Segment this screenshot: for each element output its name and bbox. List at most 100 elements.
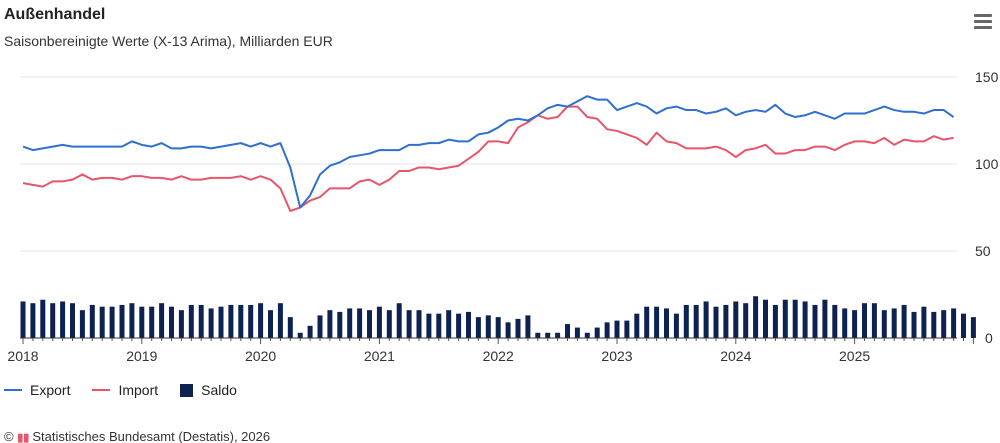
chart-plot: 0 50 100 150 2018 2019 2020 2021 2022 2023 2024 202… [7, 69, 999, 364]
saldo-bar [30, 303, 36, 338]
saldo-bar [178, 310, 184, 338]
saldo-bar [139, 306, 145, 338]
saldo-bar [376, 306, 382, 338]
saldo-bar [109, 306, 115, 338]
x-tick-label: 2020 [245, 348, 276, 364]
saldo-bar [921, 306, 927, 338]
legend-label: Import [118, 382, 159, 398]
saldo-bar [505, 322, 511, 338]
saldo-bar [871, 303, 877, 338]
saldo-bar [495, 317, 501, 338]
saldo-bar [198, 304, 204, 338]
y-tick-label: 100 [975, 156, 999, 172]
legend-item-export[interactable]: Export [4, 382, 70, 398]
saldo-bar [594, 327, 600, 338]
saldo-bar [584, 332, 590, 338]
saldo-bar [802, 301, 808, 338]
saldo-bar [515, 318, 521, 338]
saldo-bar [604, 322, 610, 338]
saldo-bar [545, 332, 551, 338]
saldo-bar [396, 303, 402, 338]
y-tick-label: 150 [975, 69, 999, 85]
saldo-bar [723, 304, 729, 338]
saldo-bar [792, 299, 798, 338]
saldo-bar [951, 308, 957, 338]
saldo-bar [693, 304, 699, 338]
saldo-bar [119, 304, 125, 338]
chart-title: Außenhandel [4, 6, 106, 23]
saldo-bar [743, 303, 749, 338]
saldo-bar [436, 313, 442, 338]
saldo-bar [20, 301, 26, 338]
saldo-bar [931, 311, 937, 338]
saldo-bar [832, 304, 838, 338]
saldo-bar [753, 296, 759, 338]
saldo-bar [406, 310, 412, 338]
saldo-bar [683, 304, 689, 338]
x-tick-label: 2024 [720, 348, 751, 364]
hamburger-menu-icon[interactable] [974, 14, 992, 32]
saldo-bar [367, 310, 372, 338]
export-line [22, 95, 955, 209]
x-tick-label: 2023 [601, 348, 632, 364]
saldo-bar [416, 310, 422, 338]
saldo-bar [574, 327, 580, 338]
legend-item-import[interactable]: Import [92, 382, 158, 398]
x-tick-label: 2018 [7, 348, 38, 364]
saldo-bar [565, 324, 570, 338]
saldo-bar [149, 306, 155, 338]
saldo-bar [614, 320, 620, 338]
saldo-bar [961, 313, 966, 338]
saldo-bar [891, 308, 897, 338]
saldo-bar [248, 304, 254, 338]
saldo-bar [218, 306, 224, 338]
saldo-bar [60, 301, 66, 338]
saldo-bar [446, 310, 452, 338]
saldo-bar [941, 310, 947, 338]
saldo-bar [733, 301, 739, 338]
saldo-bar [317, 315, 323, 338]
legend-item-saldo[interactable]: Saldo [180, 382, 237, 398]
saldo-bar [713, 306, 719, 338]
import-swatch [92, 389, 111, 391]
destatis-logo-icon: ▮▮ [17, 432, 33, 443]
saldo-bar [228, 304, 234, 338]
source-footer: © ▮▮ Statistisches Bundesamt (Destatis),… [4, 429, 270, 443]
saldo-bar [268, 310, 273, 338]
import-line [22, 105, 954, 212]
x-tick-label: 2025 [839, 348, 870, 364]
x-tick-label: 2021 [364, 348, 395, 364]
saldo-bar [881, 310, 887, 338]
saldo-bar [634, 313, 640, 338]
saldo-bar [842, 308, 848, 338]
saldo-bar [901, 304, 907, 338]
saldo-bar [79, 310, 85, 338]
saldo-bar [426, 313, 432, 338]
saldo-bar [475, 317, 481, 338]
saldo-bar [535, 332, 541, 338]
saldo-bar [485, 315, 491, 338]
saldo-bar [89, 304, 95, 338]
saldo-bar [70, 303, 75, 338]
x-tick-label: 2022 [483, 348, 514, 364]
saldo-bar [188, 304, 194, 338]
saldo-bar [357, 308, 363, 338]
saldo-bar [347, 308, 353, 338]
saldo-bar [970, 317, 976, 338]
chart-subtitle: Saisonbereinigte Werte (X-13 Arima), Mil… [4, 33, 333, 49]
saldo-bar [297, 332, 303, 338]
saldo-bar [664, 308, 669, 338]
saldo-bar [822, 299, 828, 338]
saldo-bar [40, 299, 46, 338]
saldo-bar [307, 325, 313, 338]
saldo-bar [277, 303, 283, 338]
saldo-bar [208, 308, 214, 338]
saldo-bar [644, 306, 650, 338]
saldo-bar [159, 303, 165, 338]
saldo-bar [555, 332, 561, 338]
saldo-bar [654, 306, 660, 338]
saldo-bar [287, 317, 293, 338]
saldo-bar [99, 306, 105, 338]
saldo-bar [129, 303, 135, 338]
